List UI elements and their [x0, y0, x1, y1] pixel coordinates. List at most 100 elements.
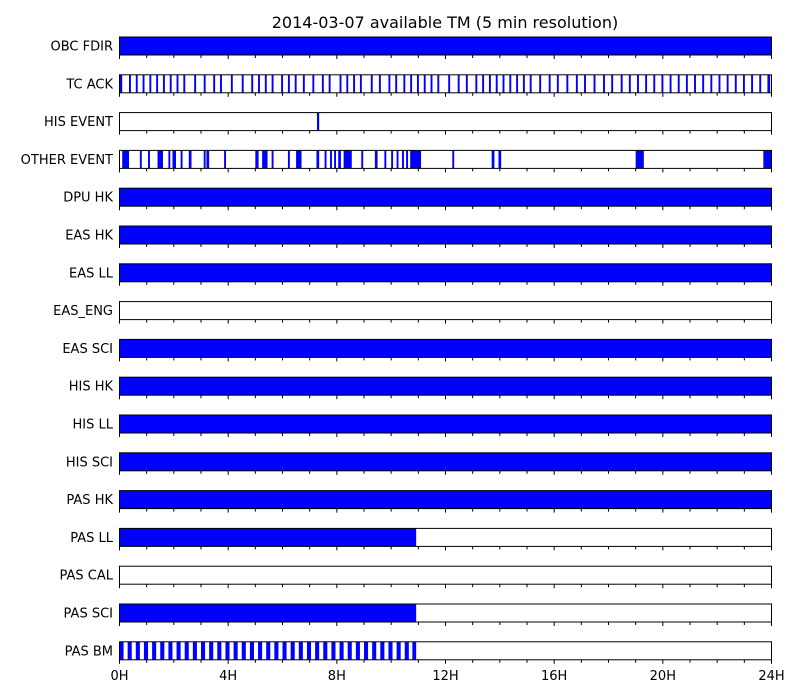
availability-segment — [628, 74, 631, 93]
availability-segment — [225, 641, 230, 660]
availability-segment — [331, 641, 336, 660]
availability-segment — [119, 37, 772, 55]
availability-segment — [330, 150, 332, 169]
availability-segment — [410, 150, 422, 169]
availability-segment — [139, 150, 142, 169]
availability-segment — [119, 415, 772, 433]
availability-segment — [710, 74, 713, 93]
availability-segment — [339, 74, 342, 93]
availability-segment — [119, 263, 772, 282]
availability-segment — [162, 74, 165, 93]
availability-segment — [734, 74, 737, 93]
x-tick-label: 4H — [219, 669, 237, 684]
availability-segment — [119, 377, 772, 396]
availability-segment — [255, 150, 259, 169]
timeline-row: EAS SCI — [62, 338, 772, 362]
availability-segment — [281, 74, 284, 93]
availability-segment — [230, 74, 233, 93]
row-label: EAS HK — [65, 229, 113, 244]
availability-segment — [306, 641, 312, 660]
availability-segment — [370, 74, 373, 93]
timeline-row: EAS_ENG — [53, 301, 772, 324]
availability-segment — [556, 74, 559, 93]
availability-segment — [122, 150, 130, 169]
availability-segment — [194, 74, 197, 93]
availability-segment — [287, 150, 290, 169]
availability-segment — [324, 150, 327, 169]
availability-segment — [685, 74, 688, 93]
availability-segment — [539, 74, 542, 93]
row-label: PAS LL — [70, 531, 114, 546]
availability-segment — [296, 150, 302, 169]
availability-segment — [759, 74, 762, 93]
availability-segment — [482, 74, 485, 93]
availability-segment — [287, 74, 290, 93]
x-tick-label: 8H — [328, 669, 346, 684]
row-label: PAS HK — [66, 493, 113, 508]
availability-segment — [282, 641, 287, 660]
availability-segment — [176, 74, 179, 93]
availability-segment — [465, 74, 468, 93]
availability-segment — [346, 74, 349, 93]
availability-segment — [677, 74, 680, 93]
availability-segment — [388, 74, 391, 93]
availability-segment — [183, 74, 186, 93]
row-label: EAS SCI — [62, 342, 113, 357]
row-label: HIS EVENT — [44, 115, 113, 130]
availability-segment — [402, 150, 404, 169]
availability-segment — [203, 74, 206, 93]
availability-segment — [119, 339, 772, 358]
availability-segment — [611, 74, 614, 93]
availability-segment — [404, 641, 409, 660]
availability-segment — [361, 150, 364, 169]
availability-segment — [751, 74, 754, 93]
timeline-row: DPU HK — [63, 187, 772, 211]
timeline-row: EAS HK — [65, 225, 772, 248]
availability-segment — [566, 74, 569, 93]
availability-segment — [412, 641, 417, 660]
x-tick-label: 0H — [110, 669, 128, 684]
row-label: HIS SCI — [66, 455, 113, 470]
x-tick-label: 24H — [758, 669, 784, 684]
availability-segment — [323, 641, 328, 660]
row-label: OTHER EVENT — [21, 153, 113, 168]
row-frame — [119, 149, 772, 169]
timeline-row: HIS LL — [73, 414, 772, 437]
row-frame — [119, 565, 772, 585]
availability-segment — [430, 74, 433, 93]
availability-segment — [294, 74, 297, 93]
availability-segment — [156, 74, 159, 93]
availability-segment — [620, 74, 623, 93]
availability-segment — [372, 641, 377, 660]
availability-segment — [328, 74, 331, 93]
availability-segment — [127, 641, 132, 660]
availability-segment — [168, 150, 171, 169]
timeline-row: PAS BM — [65, 641, 772, 664]
availability-segment — [396, 641, 401, 660]
availability-segment — [129, 74, 131, 93]
availability-segment — [380, 641, 385, 660]
availability-segment — [271, 150, 274, 169]
x-tick-label: 16H — [541, 669, 567, 684]
row-label: DPU HK — [63, 191, 113, 206]
availability-segment — [135, 74, 138, 93]
availability-segment — [637, 74, 639, 93]
availability-segment — [395, 74, 398, 93]
availability-segment — [410, 74, 413, 93]
availability-segment — [495, 74, 498, 93]
availability-segment — [149, 74, 152, 93]
availability-segment — [529, 74, 532, 93]
row-label: TC ACK — [65, 77, 113, 92]
availability-segment — [135, 641, 140, 660]
availability-segment — [516, 74, 519, 93]
row-frame — [119, 74, 772, 94]
availability-segment — [359, 74, 362, 93]
availability-segment — [249, 641, 254, 660]
availability-segment — [217, 641, 222, 660]
availability-segment — [119, 226, 772, 244]
timeline-row: PAS LL — [70, 527, 772, 551]
availability-segment — [321, 74, 324, 93]
availability-segment — [374, 150, 378, 169]
availability-segment — [302, 74, 305, 93]
